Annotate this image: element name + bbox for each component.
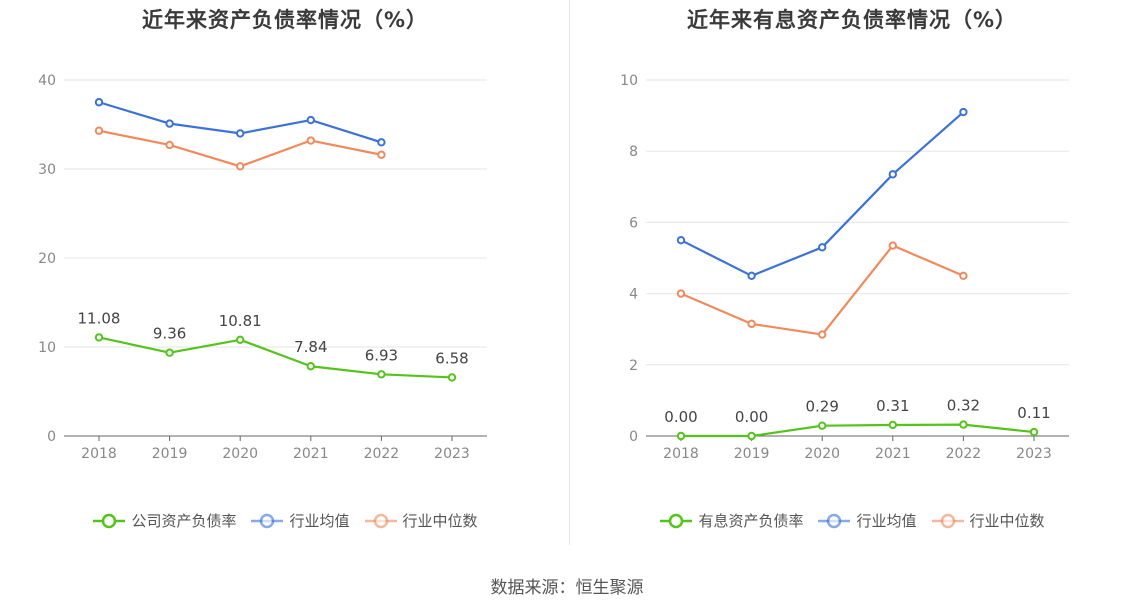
data-point [959, 271, 968, 280]
panel-divider [569, 0, 570, 545]
y-tick-label: 10 [38, 340, 56, 356]
legend-label: 行业均值 [289, 512, 350, 530]
data-point [676, 431, 686, 441]
data-point [377, 370, 386, 379]
data-label: 6.93 [365, 346, 398, 364]
x-tick-label: 2020 [804, 446, 840, 462]
x-tick-label: 2019 [734, 446, 770, 462]
data-point [377, 138, 386, 147]
x-tick-label: 2018 [663, 446, 699, 462]
legend-item[interactable]: 行业中位数 [364, 510, 478, 531]
data-point [818, 243, 827, 252]
data-label: 0.00 [735, 408, 768, 426]
series-line [680, 244, 964, 336]
x-tick-label: 2020 [222, 446, 258, 462]
x-tick-label: 2018 [81, 446, 117, 462]
data-point [306, 136, 315, 145]
x-tick-label: 2022 [364, 446, 400, 462]
data-point [1029, 427, 1039, 437]
data-point [888, 241, 897, 250]
data-point [236, 335, 245, 344]
data-point [747, 271, 756, 280]
x-tick-label: 2023 [1016, 446, 1052, 462]
data-point [306, 362, 315, 371]
data-label: 11.08 [78, 309, 121, 327]
data-point [747, 431, 756, 441]
data-point [306, 115, 315, 125]
data-point [236, 129, 245, 138]
chart-legend: 公司资产负债率 行业均值 行业中位数 [0, 510, 570, 531]
legend-label: 行业中位数 [969, 512, 1045, 530]
y-tick-label: 8 [629, 144, 638, 160]
data-point [165, 140, 174, 150]
data-label: 7.84 [294, 338, 327, 356]
legend-label: 行业中位数 [402, 512, 478, 530]
y-tick-label: 4 [629, 287, 638, 303]
data-label: 0.00 [664, 408, 697, 426]
data-point [747, 319, 756, 329]
data-label: 0.29 [805, 398, 838, 416]
data-label: 10.81 [219, 312, 262, 330]
right-chart-panel: 近年来有息资产负债率情况（%） 0 2 4 6 8 10 2018 2019 2020 2021 2… [570, 0, 1134, 545]
data-label: 6.58 [435, 349, 468, 367]
data-label: 0.11 [1017, 404, 1050, 422]
data-point [94, 333, 104, 342]
data-point [888, 170, 897, 179]
x-tick-label: 2019 [152, 446, 188, 462]
legend-swatch [251, 513, 284, 528]
chart-title: 近年来有息资产负债率情况（%） [686, 8, 1018, 32]
data-label: 9.36 [153, 325, 186, 343]
left-chart-panel: 近年来资产负债率情况（%） 0 10 20 30 40 2018 2019 2020 2021 2… [0, 0, 570, 545]
legend-label: 公司资产负债率 [131, 512, 237, 530]
y-tick-label: 0 [629, 429, 638, 445]
data-point [94, 98, 104, 107]
legend-swatch [818, 513, 851, 528]
legend-item[interactable]: 公司资产负债率 [92, 510, 236, 531]
data-point [165, 119, 174, 128]
legend-swatch [93, 513, 126, 528]
data-point [959, 107, 968, 117]
data-point [818, 421, 827, 430]
legend-swatch [931, 513, 964, 528]
x-tick-label: 2022 [946, 446, 982, 462]
series-line [681, 423, 1035, 438]
data-point [888, 420, 897, 430]
y-tick-label: 30 [38, 162, 56, 178]
data-point [818, 330, 827, 339]
y-tick-label: 2 [629, 358, 638, 374]
legend-item[interactable]: 行业中位数 [931, 510, 1045, 531]
data-label: 0.32 [947, 397, 980, 415]
chart-title: 近年来资产负债率情况（%） [141, 8, 429, 32]
y-tick-label: 40 [38, 73, 56, 89]
y-tick-label: 0 [47, 429, 56, 445]
data-point [236, 162, 245, 171]
legend-item[interactable]: 行业均值 [817, 510, 917, 531]
y-tick-label: 6 [629, 215, 638, 231]
legend-swatch [364, 513, 397, 528]
legend-item[interactable]: 有息资产负债率 [659, 510, 803, 531]
legend-item[interactable]: 行业均值 [250, 510, 350, 531]
data-point [676, 289, 686, 298]
series-line [98, 336, 453, 379]
legend-label: 有息资产负债率 [698, 512, 804, 530]
data-point [377, 150, 386, 159]
data-point [959, 420, 968, 429]
line-chart: 0 10 20 30 40 2018 2019 2020 2021 2022 2023 11.08 9.… [38, 73, 487, 462]
x-tick-label: 2021 [875, 446, 911, 462]
data-point [165, 348, 174, 357]
x-tick-label: 2021 [293, 446, 329, 462]
data-label: 0.31 [876, 397, 909, 415]
data-point [94, 126, 104, 135]
legend-swatch [660, 513, 693, 528]
y-tick-label: 20 [38, 251, 56, 267]
y-tick-label: 10 [620, 73, 638, 89]
chart-legend: 有息资产负债率 行业均值 行业中位数 [570, 510, 1134, 531]
data-point [676, 236, 686, 245]
x-tick-label: 2023 [434, 446, 470, 462]
line-chart: 0 2 4 6 8 10 2018 2019 2020 2021 2022 2023 0.00 0.00 0… [620, 73, 1069, 462]
data-source: 数据来源：恒生聚源 [490, 578, 644, 598]
data-point [447, 373, 457, 382]
legend-label: 行业均值 [856, 512, 917, 530]
